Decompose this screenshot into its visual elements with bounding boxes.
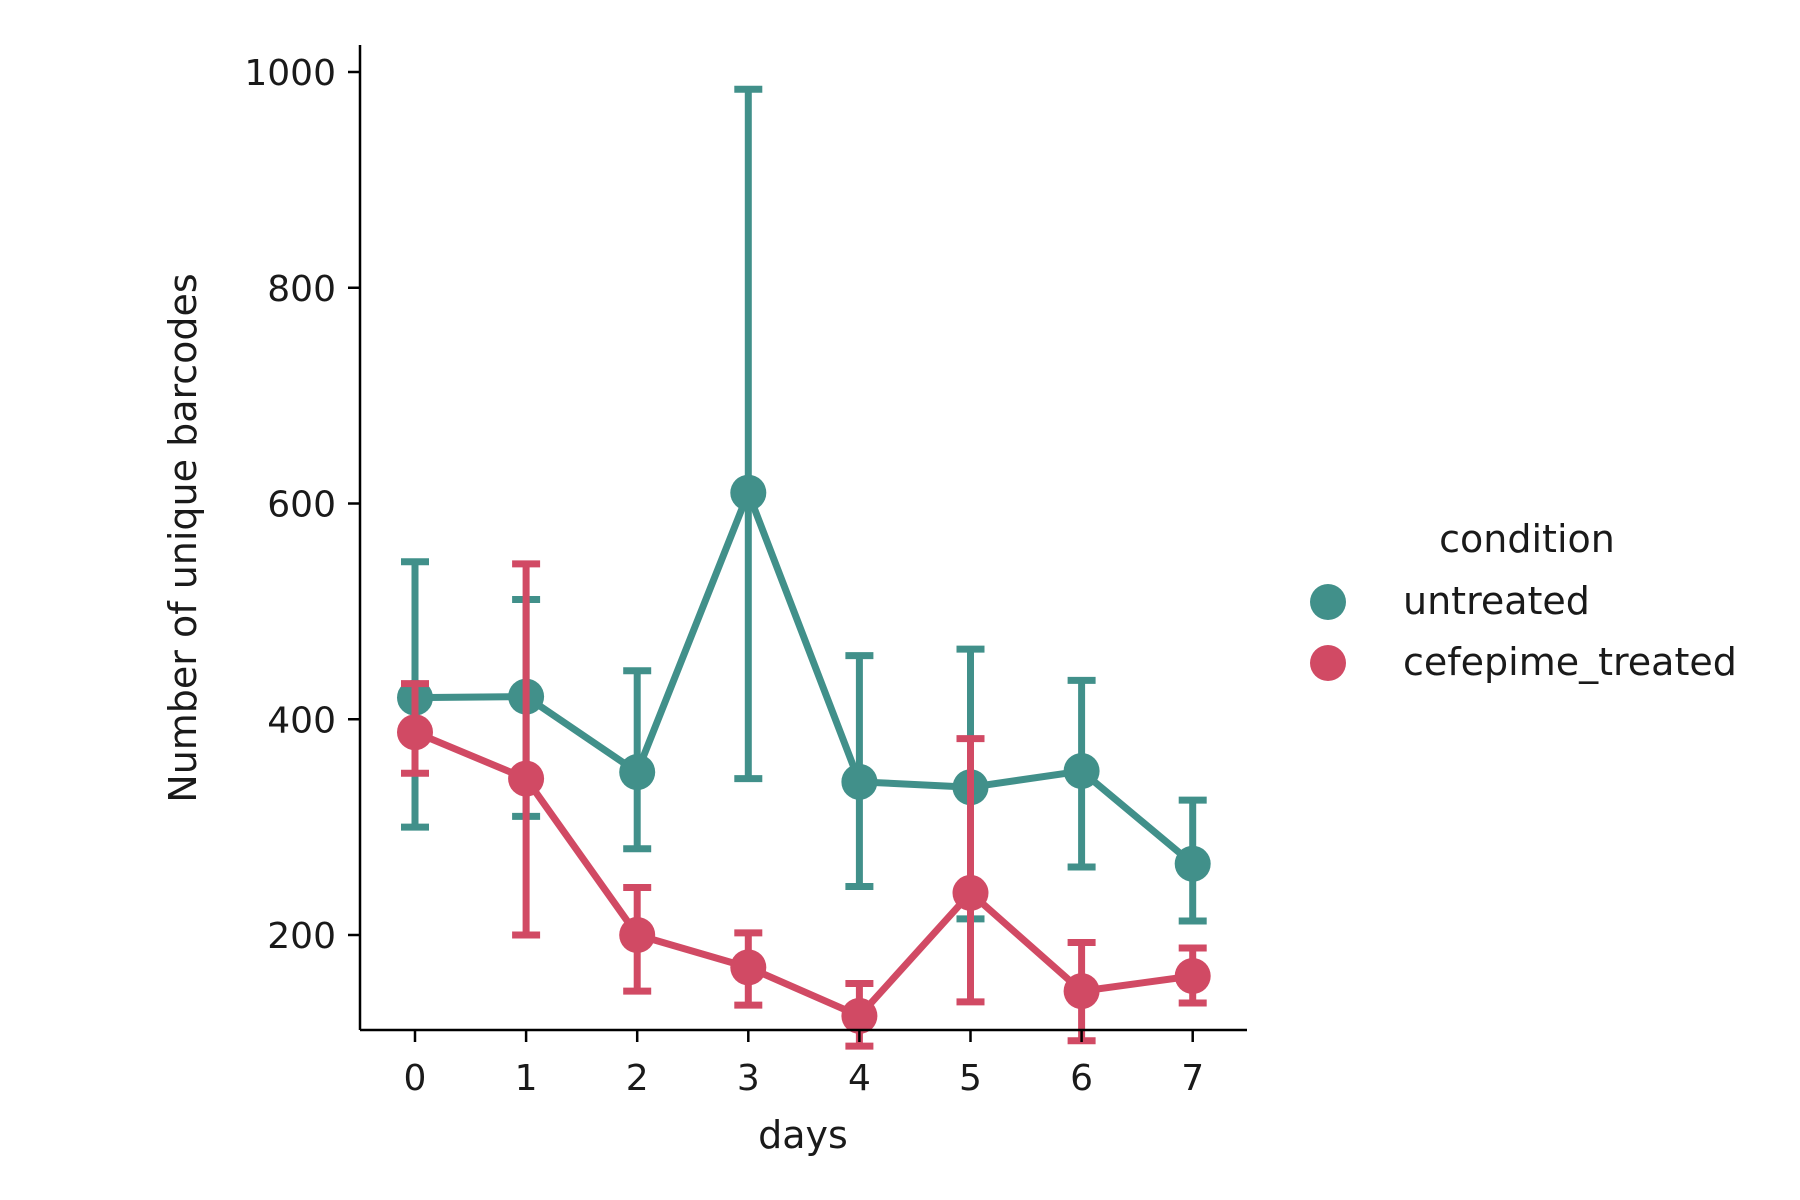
y-tick-label-400: 400 [267, 700, 336, 741]
y-tick-label-600: 600 [267, 485, 336, 526]
y-axis-title: Number of unique barcodes [161, 273, 205, 802]
point-cefepime-treated-day-5 [953, 875, 989, 911]
point-cefepime-treated-day-3 [730, 949, 766, 985]
legend-marker-untreated [1310, 584, 1346, 620]
x-tick-label-7: 7 [1181, 1058, 1204, 1099]
point-untreated-day-2 [619, 754, 655, 790]
point-cefepime-treated-day-0 [397, 714, 433, 750]
x-axis-title: days [758, 1113, 848, 1157]
legend-entry-cefepime-treated: cefepime_treated [1310, 640, 1737, 684]
point-untreated-day-7 [1175, 846, 1211, 882]
x-tick-label-0: 0 [404, 1058, 427, 1099]
y-tick-label-200: 200 [267, 916, 336, 957]
legend-label-untreated: untreated [1403, 579, 1590, 623]
legend: condition untreated cefepime_treated [1310, 517, 1737, 684]
legend-marker-cefepime-treated [1310, 645, 1346, 681]
x-tick-label-4: 4 [848, 1058, 871, 1099]
x-tick-label-1: 1 [515, 1058, 538, 1099]
plot-area [397, 89, 1211, 1046]
point-cefepime-treated-day-4 [841, 998, 877, 1034]
x-tick-label-5: 5 [959, 1058, 982, 1099]
legend-entry-untreated: untreated [1310, 579, 1590, 623]
point-cefepime-treated-day-7 [1175, 958, 1211, 994]
point-cefepime-treated-day-2 [619, 917, 655, 953]
x-tick-label-6: 6 [1070, 1058, 1093, 1099]
point-cefepime-treated-day-6 [1064, 973, 1100, 1009]
y-tick-label-1000: 1000 [244, 53, 336, 94]
x-tick-label-3: 3 [737, 1058, 760, 1099]
x-tick-label-2: 2 [626, 1058, 649, 1099]
y-tick-label-800: 800 [267, 269, 336, 310]
series-untreated [397, 89, 1211, 921]
legend-label-cefepime-treated: cefepime_treated [1403, 640, 1737, 684]
point-cefepime-treated-day-1 [508, 761, 544, 797]
point-untreated-day-3 [730, 475, 766, 511]
point-untreated-day-4 [841, 764, 877, 800]
legend-title: condition [1439, 517, 1615, 561]
point-untreated-day-6 [1064, 753, 1100, 789]
